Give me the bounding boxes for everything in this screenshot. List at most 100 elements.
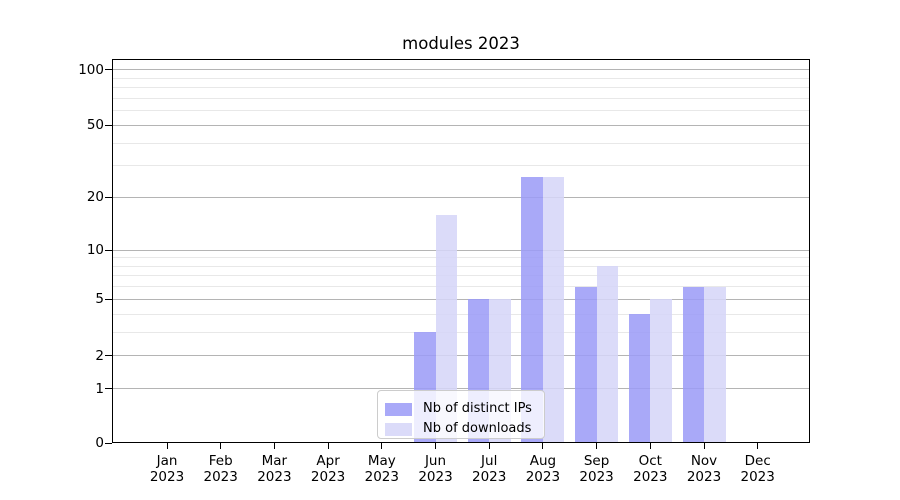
x-tick-label-jan: Jan 2023 [127, 453, 207, 485]
x-tick-label-month: Dec [744, 453, 771, 469]
y-tick-label-10: 10 [86, 242, 104, 259]
y-tick-label-20: 20 [86, 189, 104, 206]
x-tick-mark [327, 443, 329, 449]
x-tick-label-year: 2023 [364, 469, 399, 485]
y-gridline-minor [112, 87, 810, 89]
legend-swatch-distinct-ips [385, 402, 412, 416]
y-gridline-major [112, 249, 810, 251]
y-gridline-minor [112, 110, 810, 112]
x-tick-label-year: 2023 [686, 469, 722, 485]
x-tick-label-year: 2023 [472, 469, 507, 485]
x-tick-label-month: Jan [156, 453, 178, 469]
legend-label-distinct-ips: Nb of distinct IPs [423, 401, 532, 416]
bar-oct-distinct-ips [628, 314, 651, 443]
y-gridline-minor [112, 331, 810, 333]
y-gridline-major [112, 388, 810, 390]
y-tick-mark [105, 388, 112, 390]
y-tick-label-2: 2 [95, 347, 104, 364]
y-tick-mark [105, 249, 112, 251]
legend-label-downloads: Nb of downloads [423, 421, 532, 436]
legend-row-distinct-ips: Nb of distinct IPs [385, 399, 538, 419]
bar-sep-distinct-ips [575, 286, 597, 443]
x-tick-label-year: 2023 [633, 469, 668, 485]
x-tick-label-month: Oct [638, 453, 662, 469]
x-tick-label-year: 2023 [740, 469, 775, 485]
legend: Nb of distinct IPs Nb of downloads [377, 390, 545, 439]
x-tick-mark [703, 443, 705, 449]
y-tick-mark [105, 69, 112, 71]
bar-nov-downloads [704, 286, 726, 443]
y-tick-label-50: 50 [86, 117, 104, 134]
plot-frame [112, 59, 810, 443]
y-tick-mark [105, 196, 112, 198]
x-tick-label-jun: Jun 2023 [396, 453, 476, 485]
y-tick-mark [105, 298, 112, 300]
x-tick-label-month: Feb [208, 453, 233, 469]
x-tick-label-year: 2023 [418, 469, 453, 485]
y-gridline-minor [112, 97, 810, 99]
x-tick-label-year: 2023 [203, 469, 238, 485]
y-tick-label-1: 1 [95, 380, 104, 397]
y-gridline-minor [112, 313, 810, 315]
x-tick-mark [166, 443, 168, 449]
y-gridline-major [112, 69, 810, 71]
x-tick-mark [381, 443, 383, 449]
y-gridline-minor [112, 77, 810, 79]
x-tick-label-year: 2023 [579, 469, 614, 485]
legend-swatch-downloads [385, 422, 412, 436]
bar-aug-downloads [542, 177, 565, 443]
x-tick-label-year: 2023 [310, 469, 346, 485]
x-tick-mark [220, 443, 222, 449]
x-tick-label-month: Aug [529, 453, 557, 469]
x-tick-label-dec: Dec 2023 [718, 453, 798, 485]
y-tick-mark [105, 442, 112, 444]
x-tick-label-month: Sep [583, 453, 610, 469]
y-tick-label-100: 100 [78, 61, 104, 78]
x-tick-label-oct: Oct 2023 [610, 453, 690, 485]
bar-sep-downloads [596, 266, 619, 443]
y-gridline-minor [112, 265, 810, 267]
y-gridline-minor [112, 257, 810, 259]
y-gridline-minor [112, 165, 810, 167]
x-tick-label-feb: Feb 2023 [181, 453, 261, 485]
x-tick-label-month: Apr [316, 453, 340, 469]
x-tick-label-apr: Apr 2023 [288, 453, 368, 485]
y-gridline-major [112, 355, 810, 357]
x-tick-label-may: May 2023 [342, 453, 422, 485]
x-tick-label-year: 2023 [149, 469, 185, 485]
x-tick-label-month: Mar [261, 453, 288, 469]
x-tick-label-month: May [367, 453, 396, 469]
x-tick-label-year: 2023 [257, 469, 292, 485]
y-gridline-minor [112, 275, 810, 277]
x-tick-mark [649, 443, 651, 449]
bar-nov-distinct-ips [682, 286, 704, 443]
y-gridline-major [112, 298, 810, 300]
x-tick-label-month: Jul [481, 453, 498, 469]
y-tick-label-5: 5 [95, 291, 104, 308]
x-tick-mark [488, 443, 490, 449]
legend-row-downloads: Nb of downloads [385, 419, 538, 439]
x-tick-label-month: Nov [690, 453, 718, 469]
y-tick-mark [105, 124, 112, 126]
x-tick-label-jul: Jul 2023 [449, 453, 529, 485]
x-tick-label-sep: Sep 2023 [557, 453, 637, 485]
y-tick-mark [105, 355, 112, 357]
y-gridline-minor [112, 286, 810, 288]
x-tick-mark [757, 443, 759, 449]
y-tick-label-0: 0 [95, 435, 104, 451]
x-tick-label-year: 2023 [525, 469, 561, 485]
x-tick-mark [273, 443, 275, 449]
x-tick-mark [542, 443, 544, 449]
x-tick-label-aug: Aug 2023 [503, 453, 583, 485]
x-tick-mark [435, 443, 436, 449]
bar-oct-downloads [650, 299, 672, 443]
y-gridline-major [112, 124, 810, 126]
x-tick-label-nov: Nov 2023 [664, 453, 744, 485]
x-tick-label-month: Jun [424, 453, 447, 469]
x-tick-mark [596, 443, 598, 449]
x-tick-label-mar: Mar 2023 [234, 453, 314, 485]
y-gridline-minor [112, 142, 810, 144]
y-gridline-major [112, 196, 810, 198]
chart-title: modules 2023 [402, 34, 520, 53]
